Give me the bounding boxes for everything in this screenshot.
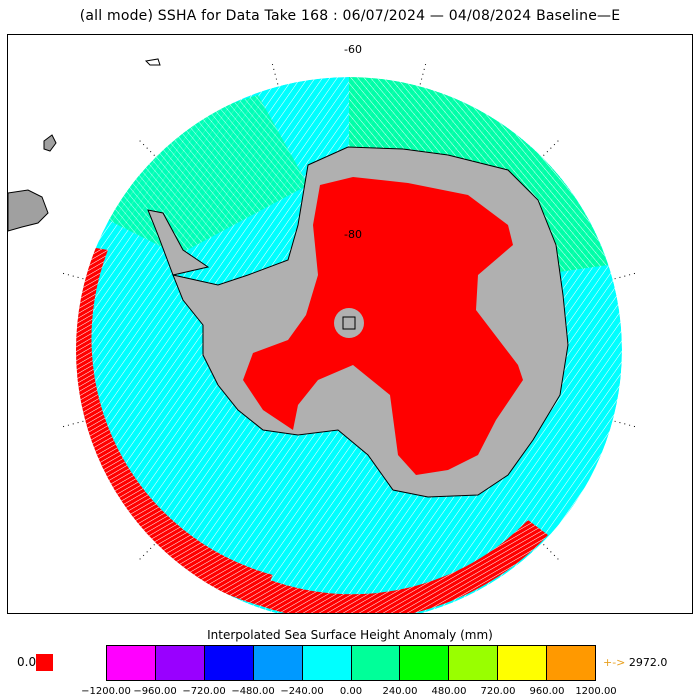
colorbar-tick-label: −1200.00 <box>81 686 131 697</box>
colorbar-ticks: −1200.00 −960.00 −720.00 −480.00 −240.00 0.00… <box>0 686 700 700</box>
over-range-label: +-> 2972.0 <box>603 656 667 669</box>
colorbar-bin-6 <box>400 646 450 680</box>
colorbar-bin-2 <box>204 646 254 680</box>
over-range-arrow: +-> <box>603 656 626 669</box>
colorbar-tick-label: 720.00 <box>480 686 516 697</box>
colorbar-tick-label: −240.00 <box>280 686 324 697</box>
colorbar-bin-1 <box>155 646 205 680</box>
colorbar-bin-3 <box>253 646 303 680</box>
lat-label-60: -60 <box>344 43 362 56</box>
colorbar-tick-label: 240.00 <box>382 686 418 697</box>
colorbar-bin-0 <box>107 646 156 680</box>
map-title: (all mode) SSHA for Data Take 168 : 06/0… <box>79 8 621 24</box>
interior-high-anomaly <box>243 177 523 475</box>
legend-title: Interpolated Sea Surface Height Anomaly … <box>207 628 493 642</box>
colorbar-bin-5 <box>351 646 401 680</box>
pole-marker <box>342 316 356 330</box>
colorbar-bin-7 <box>449 646 499 680</box>
antarctic-peninsula <box>147 209 210 276</box>
under-range-swatch <box>36 654 53 671</box>
polar-map: -60 -80 <box>8 43 639 613</box>
under-range-label: 0.0 <box>17 655 37 669</box>
colorbar-bin-4 <box>302 646 352 680</box>
over-range-value: 2972.0 <box>628 656 668 669</box>
pole-hole <box>334 308 364 338</box>
colorbar-tick-label: −960.00 <box>133 686 177 697</box>
colorbar-tick-label: −720.00 <box>182 686 226 697</box>
colorbar-bin-9 <box>547 646 596 680</box>
colorbar-tick-label: 0.00 <box>339 686 363 697</box>
colorbar-tick-label: 960.00 <box>529 686 565 697</box>
colorbar-tick-label: −480.00 <box>231 686 275 697</box>
colorbar <box>106 645 596 681</box>
colorbar-tick-label: 480.00 <box>431 686 467 697</box>
island-shape <box>144 58 161 66</box>
south-america-landmass <box>8 189 49 232</box>
colorbar-bin-8 <box>498 646 548 680</box>
colorbar-tick-label: 1200.00 <box>575 686 617 697</box>
island-shape <box>43 134 57 152</box>
map-frame: -60 -80 <box>7 34 693 614</box>
lat-label-80: -80 <box>344 228 362 241</box>
